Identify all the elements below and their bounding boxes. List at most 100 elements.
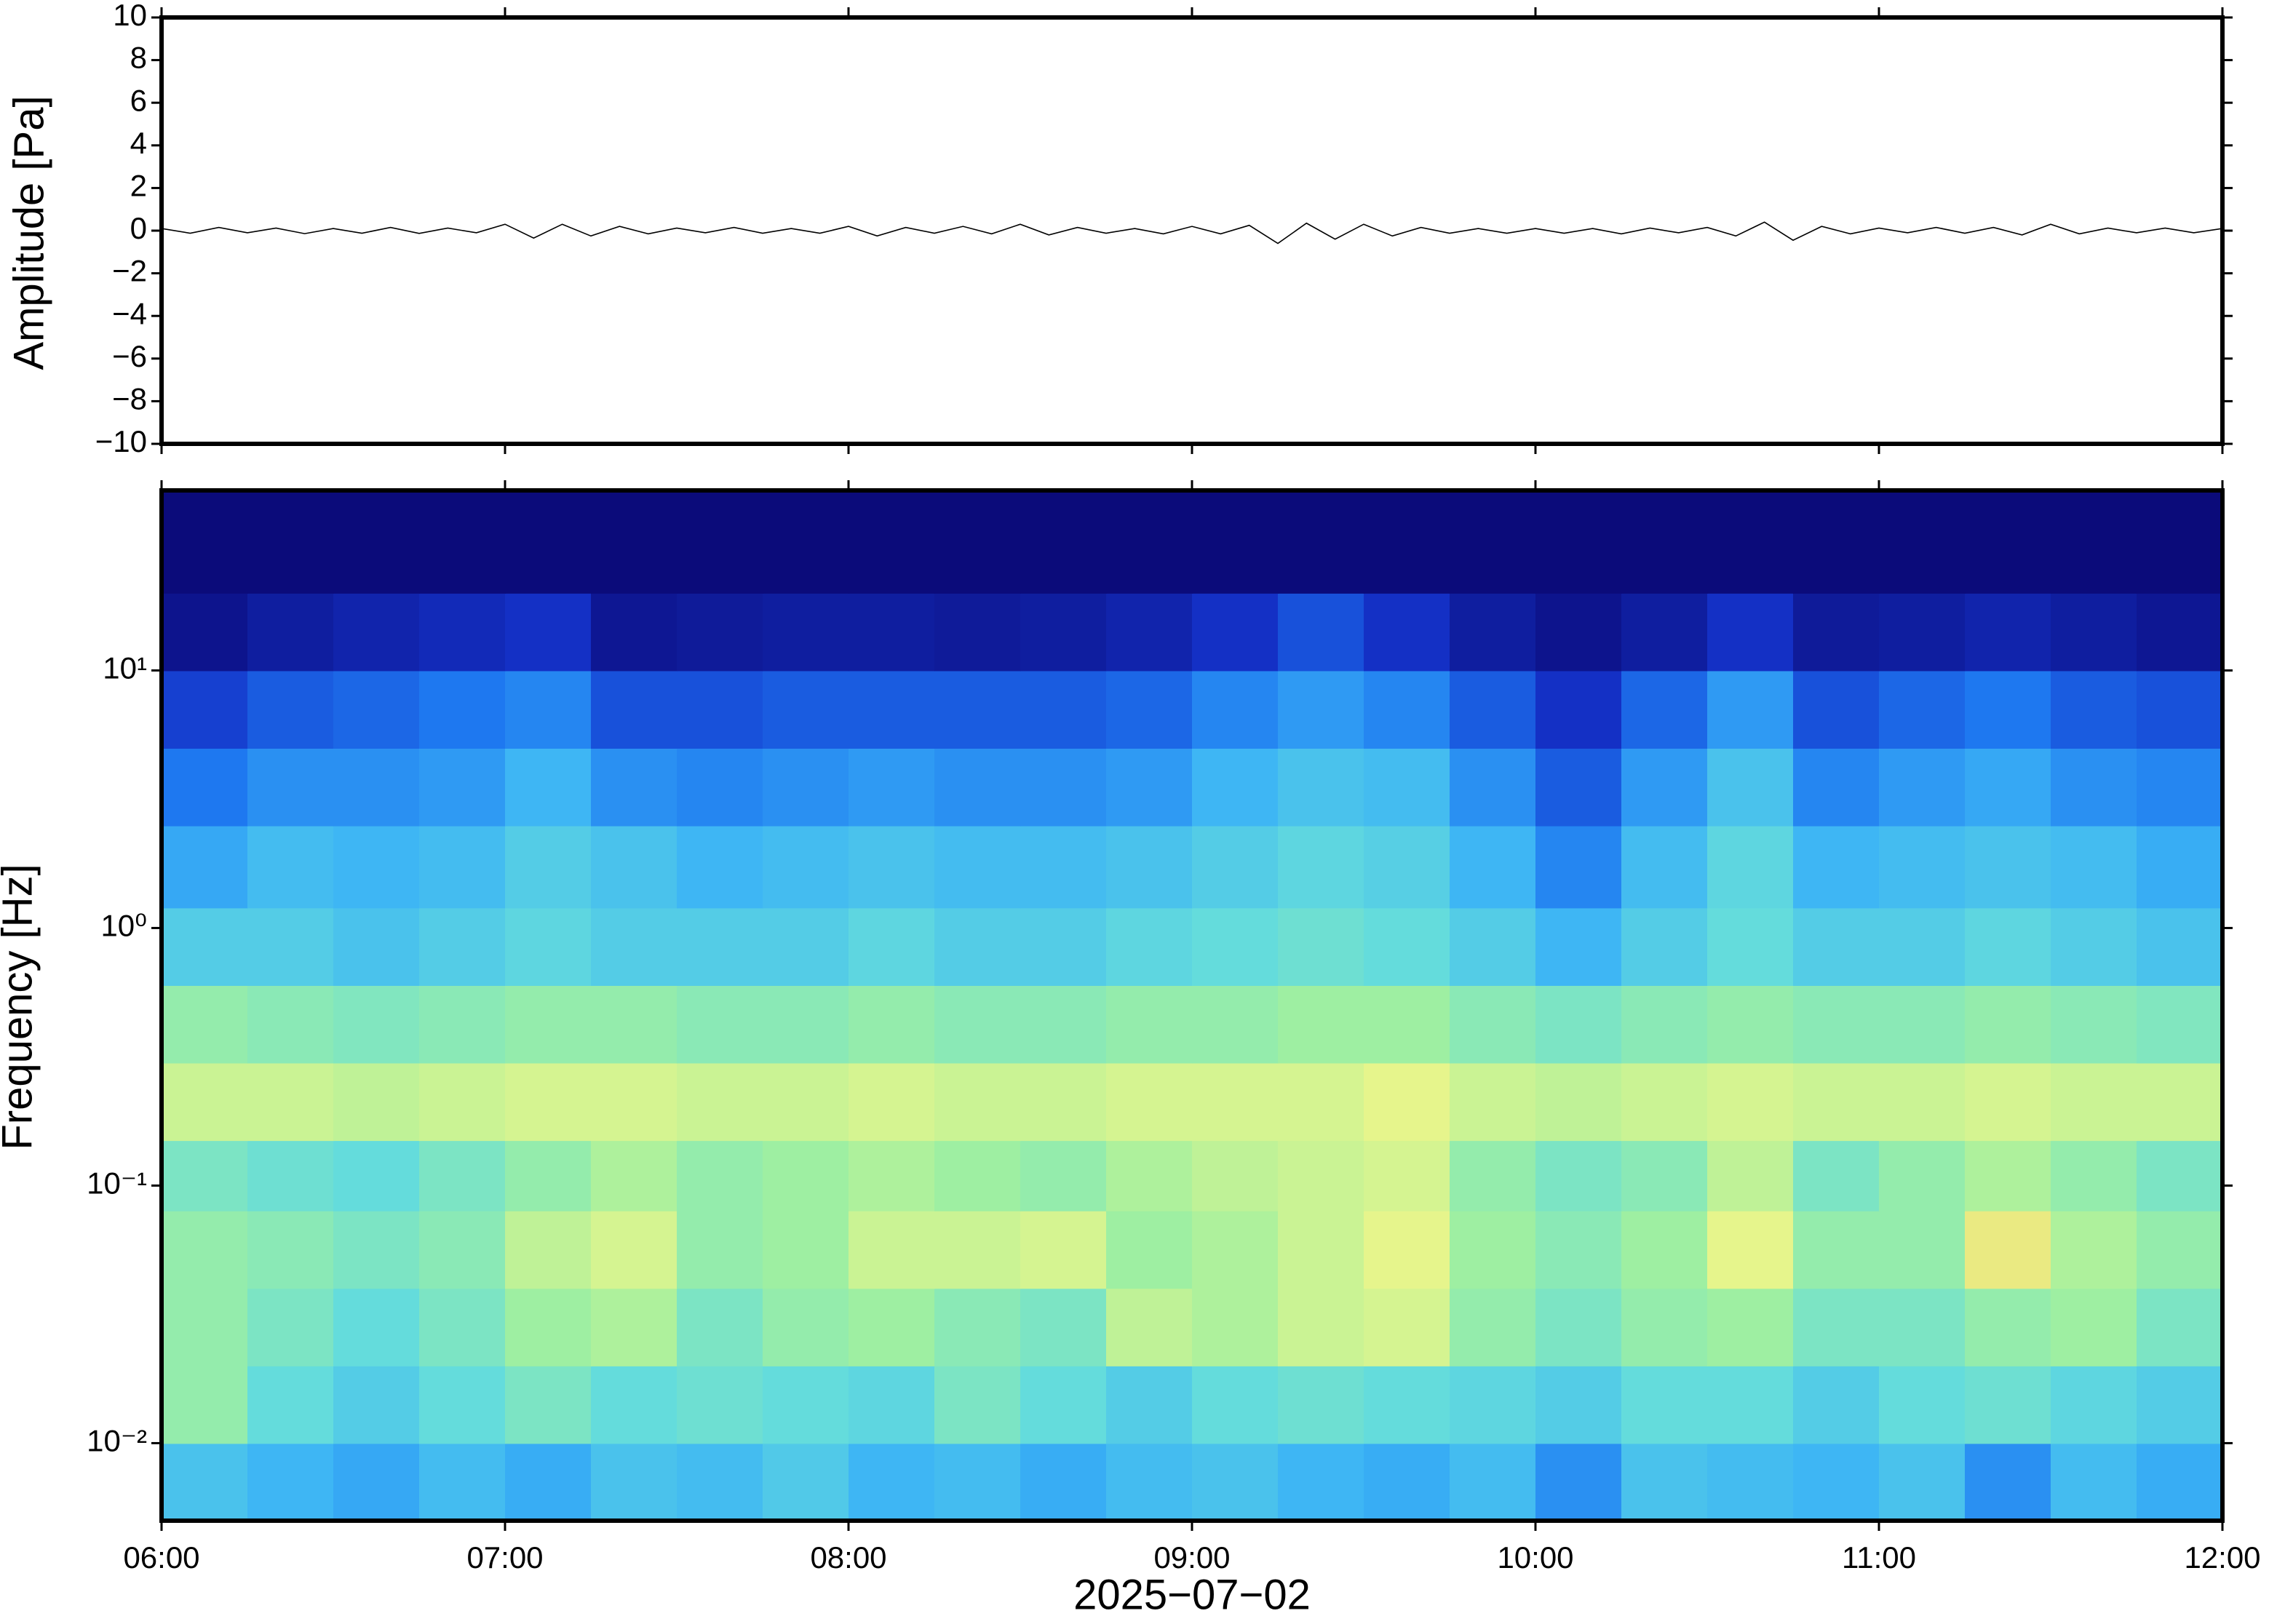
heat-cell (1535, 1210, 1622, 1289)
heat-cell (1793, 1443, 1880, 1521)
heat-cell (1192, 1443, 1279, 1521)
heat-cell (162, 748, 248, 827)
heat-cell (1965, 490, 2051, 594)
heat-cell (1450, 984, 1536, 1064)
heat-cell (934, 1288, 1021, 1366)
heat-cell (591, 1210, 677, 1289)
heat-cell (1707, 1140, 1794, 1211)
heat-cell (1192, 1288, 1279, 1366)
heat-cell (333, 1210, 420, 1289)
heat-cell (1364, 1210, 1450, 1289)
y-tick-label: −8 (112, 381, 147, 415)
heat-cell (1278, 1140, 1364, 1211)
heat-cell (1278, 670, 1364, 749)
heat-cell (1793, 1288, 1880, 1366)
heat-cell (1879, 825, 1966, 909)
heat-cell (162, 1210, 248, 1289)
heat-cell (591, 592, 677, 672)
heat-cell (2051, 670, 2137, 749)
heat-cell (1192, 490, 1279, 594)
heat-cell (333, 670, 420, 749)
heat-cell (1192, 825, 1279, 909)
heat-cell (1621, 1210, 1708, 1289)
heat-cell (1707, 907, 1794, 986)
heat-cell (162, 984, 248, 1064)
heat-cell (1621, 1062, 1708, 1142)
heat-cell (2051, 592, 2137, 672)
heat-cell (1621, 1365, 1708, 1444)
heat-cell (2137, 1062, 2223, 1142)
heat-cell (247, 748, 334, 827)
heat-cell (1535, 748, 1622, 827)
heat-cell (677, 1365, 763, 1444)
heat-cell (1192, 1365, 1279, 1444)
heat-cell (247, 907, 334, 986)
heat-cell (162, 1443, 248, 1521)
heat-cell (1450, 1140, 1536, 1211)
waveform (161, 221, 2223, 244)
heat-cell (1020, 748, 1107, 827)
heat-cell (505, 825, 592, 909)
heat-cell (1364, 825, 1450, 909)
heat-cell (1879, 748, 1966, 827)
heat-cell (1535, 907, 1622, 986)
heat-cell (505, 490, 592, 594)
heat-cell (1793, 907, 1880, 986)
heat-cell (849, 825, 935, 909)
heat-cell (591, 907, 677, 986)
y-tick-label: 10⁰ (100, 909, 147, 943)
heat-cell (1879, 1288, 1966, 1366)
heat-cell (1879, 592, 1966, 672)
y-tick-label: 10⁻¹ (87, 1166, 147, 1201)
heat-cell (1020, 670, 1107, 749)
heat-cell (1106, 984, 1193, 1064)
heat-cell (505, 1365, 592, 1444)
heat-cell (1106, 907, 1193, 986)
y-axis-title: Frequency [Hz] (0, 864, 41, 1150)
heat-cell (1707, 1365, 1794, 1444)
heat-cell (1621, 984, 1708, 1064)
heat-cell (2137, 825, 2223, 909)
heat-cell (1364, 1443, 1450, 1521)
heat-cell (419, 490, 506, 594)
heat-cell (247, 592, 334, 672)
heat-cell (677, 592, 763, 672)
heat-cell (162, 490, 248, 594)
heat-cell (1793, 1210, 1880, 1289)
heat-cell (1020, 1210, 1107, 1289)
x-tick-label: 08:00 (810, 1540, 886, 1575)
heat-cell (763, 748, 849, 827)
heat-cell (1793, 748, 1880, 827)
heat-cell (849, 1365, 935, 1444)
x-tick-label: 10:00 (1497, 1540, 1573, 1575)
heat-cell (505, 1443, 592, 1521)
heat-cell (1535, 1365, 1622, 1444)
heat-cell (1106, 1210, 1193, 1289)
heat-cell (1364, 1140, 1450, 1211)
heat-cell (1535, 825, 1622, 909)
heat-cell (1621, 670, 1708, 749)
heat-cell (333, 1443, 420, 1521)
heat-cell (1793, 825, 1880, 909)
heat-cell (333, 490, 420, 594)
heat-cell (419, 825, 506, 909)
heat-cell (934, 1443, 1021, 1521)
heat-cell (591, 1140, 677, 1211)
heat-cell (1450, 748, 1536, 827)
heat-cell (934, 1365, 1021, 1444)
heat-cell (1535, 984, 1622, 1064)
heat-cell (1364, 1062, 1450, 1142)
heat-cell (162, 1062, 248, 1142)
heat-cell (162, 907, 248, 986)
heat-cell (1364, 490, 1450, 594)
heat-cell (247, 984, 334, 1064)
y-tick-label: 4 (130, 126, 147, 160)
heat-cell (763, 1443, 849, 1521)
heat-cell (1450, 592, 1536, 672)
heat-cell (1621, 1443, 1708, 1521)
heat-cell (677, 1140, 763, 1211)
heat-cell (1020, 1062, 1107, 1142)
heat-cell (1364, 984, 1450, 1064)
heat-cell (1106, 670, 1193, 749)
